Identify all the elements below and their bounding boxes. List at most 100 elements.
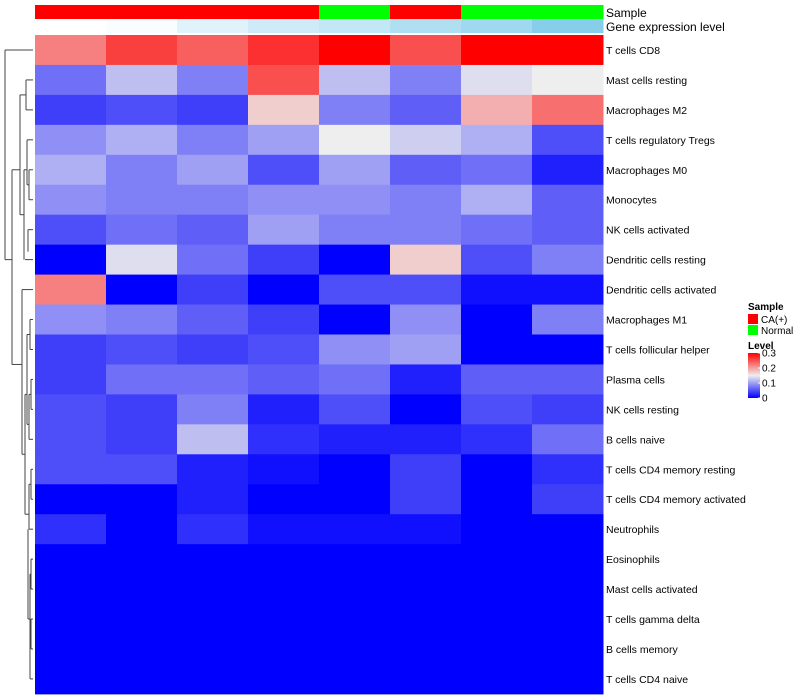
heatmap-cell	[106, 244, 178, 276]
heatmap-cell	[532, 514, 604, 545]
sample-track-label: Sample	[606, 6, 647, 20]
heatmap-cell	[248, 574, 320, 605]
heatmap-cell	[106, 184, 178, 216]
heatmap-cell	[248, 35, 320, 66]
heatmap-cell	[319, 364, 391, 395]
heatmap-cell	[106, 214, 178, 246]
sample-cell	[532, 5, 604, 19]
row-label: Macrophages M0	[606, 165, 687, 177]
heatmap-cell	[461, 663, 533, 695]
sample-cell	[390, 5, 462, 19]
heatmap-cell	[319, 454, 391, 485]
heatmap-cell	[461, 424, 533, 455]
row-label: T cells gamma delta	[606, 614, 700, 626]
heatmap-cell	[532, 214, 604, 246]
heatmap-cell	[177, 334, 249, 365]
legend: Sample CA(+) Normal Level 0.3 0.2 0.1 0	[748, 302, 793, 405]
heatmap-cell	[461, 454, 533, 485]
heatmap-cell	[319, 574, 391, 605]
heatmap-cell	[390, 544, 462, 575]
heatmap-cell	[177, 424, 249, 455]
heatmap-cell	[319, 124, 391, 156]
row-label: B cells memory	[606, 644, 679, 656]
heatmap-cell	[106, 634, 178, 665]
heatmap-cell	[319, 304, 391, 335]
heatmap-cell	[106, 154, 178, 186]
heatmap-cell	[248, 364, 320, 395]
heatmap-cell	[35, 484, 107, 515]
heatmap-cell	[35, 124, 107, 156]
heatmap-cell	[248, 334, 320, 365]
heatmap-cell	[319, 544, 391, 575]
heatmap-cell	[461, 154, 533, 186]
row-labels: T cells CD8 Mast cells resting Macrophages…	[606, 45, 746, 686]
heatmap-cell	[106, 64, 178, 96]
heatmap-cell	[35, 364, 107, 395]
heatmap-cell	[461, 304, 533, 335]
gene-expression-annotation-track	[35, 19, 604, 33]
heatmap-cell	[35, 574, 107, 605]
sample-cell	[248, 5, 320, 19]
heatmap-cell	[319, 634, 391, 665]
heatmap-cell	[106, 334, 178, 365]
heatmap-cell	[177, 514, 249, 545]
heatmap-cell	[35, 544, 107, 575]
heatmap-cell	[461, 574, 533, 605]
heatmap-cell	[461, 94, 533, 126]
heatmap-cell	[248, 604, 320, 635]
row-dendrogram	[4, 49, 33, 680]
heatmap-cell	[390, 304, 462, 335]
heatmap-cell	[390, 154, 462, 186]
heatmap-cell	[177, 663, 249, 695]
heatmap-cell	[532, 124, 604, 156]
heatmap-cell	[532, 544, 604, 575]
heatmap-cell	[390, 663, 462, 695]
heatmap-cell	[390, 244, 462, 276]
heatmap-cell	[35, 394, 107, 425]
heatmap-cell	[390, 184, 462, 216]
heatmap-cell	[532, 35, 604, 66]
heatmap-cell	[106, 604, 178, 635]
heatmap-cell	[35, 184, 107, 216]
heatmap-cell	[319, 94, 391, 126]
heatmap-cell	[532, 604, 604, 635]
legend-tick-label: 0.2	[762, 364, 776, 375]
heatmap-cell	[532, 64, 604, 96]
heatmap-cell	[461, 214, 533, 246]
heatmap-cell	[248, 154, 320, 186]
row-label: Neutrophils	[606, 524, 659, 536]
heatmap-cell	[319, 274, 391, 306]
heatmap-cell	[35, 154, 107, 186]
heatmap-cell	[461, 394, 533, 425]
gene-expression-cell	[248, 19, 320, 33]
sample-cell	[177, 5, 249, 19]
row-label: Monocytes	[606, 195, 657, 207]
heatmap-cell	[106, 274, 178, 306]
row-label: NK cells activated	[606, 225, 690, 237]
heatmap-cell	[248, 424, 320, 455]
heatmap-cell	[532, 274, 604, 306]
heatmap-cell	[461, 274, 533, 306]
row-label: Mast cells resting	[606, 75, 687, 87]
heatmap-cell	[319, 334, 391, 365]
row-label: Dendritic cells resting	[606, 255, 706, 267]
heatmap-cell	[177, 154, 249, 186]
heatmap-cell	[319, 64, 391, 96]
row-label: Macrophages M1	[606, 315, 687, 327]
heatmap-cell	[177, 484, 249, 515]
heatmap-cell	[390, 94, 462, 126]
heatmap-cell	[461, 64, 533, 96]
heatmap-cell	[177, 364, 249, 395]
heatmap-cell	[461, 544, 533, 575]
gene-expression-track-label: Gene expression level	[606, 20, 725, 34]
heatmap-cell	[390, 484, 462, 515]
legend-sample-title: Sample	[748, 302, 784, 313]
heatmap-cell	[177, 604, 249, 635]
heatmap-cell	[390, 574, 462, 605]
heatmap-cell	[532, 424, 604, 455]
row-label: T cells CD4 memory resting	[606, 464, 735, 476]
heatmap-cell	[390, 364, 462, 395]
heatmap-cell	[390, 214, 462, 246]
legend-level-ticks: 0.3 0.2 0.1 0	[758, 349, 776, 405]
heatmap-cell	[532, 574, 604, 605]
